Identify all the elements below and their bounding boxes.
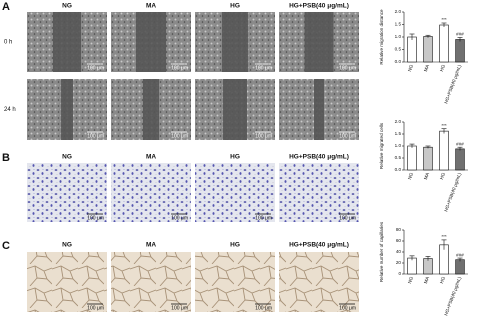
scale-bar-label: 100 μm <box>339 215 356 221</box>
scale-bar-label: 100 μm <box>255 133 272 139</box>
scratch-gap <box>61 79 73 140</box>
scratch-gap <box>53 12 81 72</box>
y-tick-label: 1.5 <box>395 22 402 27</box>
scratch-gap <box>222 12 248 72</box>
column-header: HG <box>230 3 240 10</box>
bar <box>407 145 417 171</box>
y-tick-label: 80 <box>396 227 402 232</box>
bar <box>423 146 433 171</box>
scale-bar-label: 100 μm <box>255 305 272 311</box>
scale-bar-label: 100 μm <box>255 65 272 71</box>
micrograph <box>27 252 107 312</box>
bar <box>407 36 417 63</box>
column-header: HG+PSB(40 μg/mL) <box>289 3 349 10</box>
column-header: HG+PSB(40 μg/mL) <box>289 242 349 249</box>
x-tick-label: NG <box>407 64 414 73</box>
x-tick-label: MA <box>423 171 430 180</box>
charts: Relative migration distance 0.0 0.5 1.0 1.5 2… <box>379 9 468 316</box>
bar <box>423 258 433 275</box>
bar <box>439 130 449 171</box>
y-tick-label: 1.0 <box>395 34 402 39</box>
bar <box>455 259 465 275</box>
scale-bar-label: 100 μm <box>171 305 188 311</box>
micrograph <box>111 163 191 222</box>
x-tick-label: HG+PSB(40 μg/mL) <box>443 64 462 105</box>
x-tick-label: HG+PSB(40 μg/mL) <box>443 172 462 213</box>
scale-bar-label: 100 μm <box>339 305 356 311</box>
micrograph <box>195 252 275 312</box>
scale-bar-label: 100 μm <box>171 65 188 71</box>
micrograph <box>111 252 191 312</box>
scale-bar-label: 100 μm <box>87 65 104 71</box>
column-header: MA <box>146 154 156 161</box>
y-tick-label: 0.5 <box>395 155 402 160</box>
y-axis-title: Relative migrated cells <box>379 122 384 169</box>
x-tick-label: HG <box>439 276 446 285</box>
column-header: HG <box>230 242 240 249</box>
x-tick-label: MA <box>423 63 430 72</box>
column-header: HG+PSB(40 μg/mL) <box>289 154 349 161</box>
scratch-gap <box>304 12 334 72</box>
bar <box>423 36 433 63</box>
y-tick-label: 0 <box>398 271 401 276</box>
panel-label: A <box>2 1 10 13</box>
significance-mark: ### <box>456 141 464 146</box>
scale-bar-label: 100 μm <box>255 215 272 221</box>
significance-mark: *** <box>441 17 447 22</box>
row-label: 24 h <box>4 107 16 113</box>
bar <box>455 148 465 171</box>
scratch-gap <box>314 79 324 140</box>
y-tick-label: 2.0 <box>395 9 402 14</box>
scratch-gap <box>136 12 166 72</box>
micrograph <box>279 252 359 312</box>
column-header: NG <box>62 154 72 161</box>
x-tick-label: NG <box>407 276 414 285</box>
scale-bar-label: 100 μm <box>171 215 188 221</box>
scale-bar-label: 100 μm <box>87 133 104 139</box>
significance-mark: *** <box>441 123 447 128</box>
y-tick-label: 1.5 <box>395 131 402 136</box>
y-tick-label: 0.0 <box>395 167 402 172</box>
scratch-gap <box>143 79 159 140</box>
scale-bar-label: 100 μm <box>87 305 104 311</box>
column-header: HG <box>230 154 240 161</box>
scale-bar-label: 100 μm <box>339 133 356 139</box>
image-panels: A NG MA HG HG+PSB(40 μg/mL) 0 h 100 μm 100 μm 10… <box>2 1 359 312</box>
row-label: 0 h <box>4 40 12 46</box>
scale-bar-label: 100 μm <box>171 133 188 139</box>
x-tick-label: MA <box>423 275 430 284</box>
y-tick-label: 40 <box>396 249 402 254</box>
column-header: NG <box>62 242 72 249</box>
bar <box>439 24 449 63</box>
x-tick-label: HG+PSB(40 μg/mL) <box>443 276 462 317</box>
y-tick-label: 20 <box>396 260 402 265</box>
y-axis-title: Relative migration distance <box>379 9 384 65</box>
y-tick-label: 0.0 <box>395 59 402 64</box>
column-header: MA <box>146 3 156 10</box>
y-tick-label: 1.0 <box>395 143 402 148</box>
panel-label: B <box>2 152 10 164</box>
x-tick-label: HG <box>439 64 446 73</box>
bar <box>407 257 417 275</box>
micrograph <box>195 163 275 222</box>
x-tick-label: HG <box>439 172 446 181</box>
y-tick-label: 0.5 <box>395 47 402 52</box>
column-header: NG <box>62 3 72 10</box>
significance-mark: ### <box>456 32 464 37</box>
significance-mark: ### <box>456 252 464 257</box>
column-header: MA <box>146 242 156 249</box>
bar <box>455 39 465 63</box>
y-axis-title: Relative number of capillaries <box>379 221 384 282</box>
significance-mark: *** <box>441 234 447 239</box>
panel-label: C <box>2 240 10 252</box>
micrograph <box>279 163 359 222</box>
scale-bar-label: 100 μm <box>87 215 104 221</box>
x-tick-label: NG <box>407 172 414 181</box>
scratch-gap <box>223 79 247 140</box>
scale-bar-label: 100 μm <box>339 65 356 71</box>
y-tick-label: 2.0 <box>395 119 402 124</box>
y-tick-label: 60 <box>396 238 402 243</box>
micrograph <box>27 163 107 222</box>
